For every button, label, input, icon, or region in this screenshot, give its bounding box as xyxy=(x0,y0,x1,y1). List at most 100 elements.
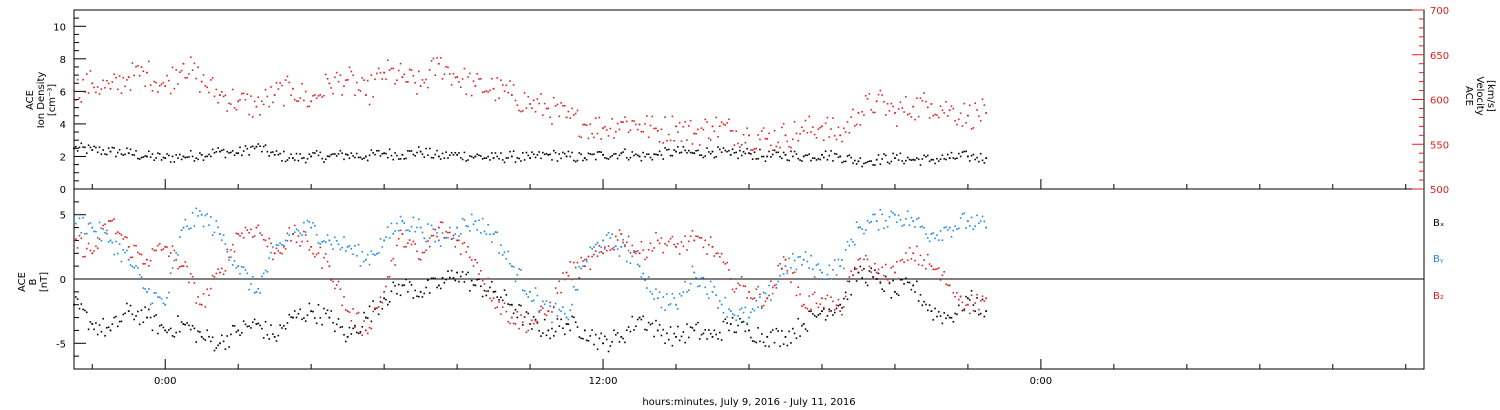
bz-point xyxy=(343,295,345,298)
velocity-point xyxy=(377,67,380,70)
bz-point xyxy=(480,269,482,272)
bx-point xyxy=(957,304,960,307)
velocity-point xyxy=(883,100,885,103)
by-point xyxy=(383,239,386,242)
bx-point xyxy=(228,346,230,348)
by-point xyxy=(593,246,595,248)
bz-point xyxy=(770,280,772,283)
by-point xyxy=(832,268,834,271)
velocity-point xyxy=(573,114,575,116)
density-point xyxy=(456,153,459,156)
bz-point xyxy=(104,223,106,226)
by-point xyxy=(284,239,287,242)
density-point xyxy=(191,155,194,158)
bz-point xyxy=(184,261,187,263)
by-point xyxy=(735,319,738,321)
field-tick-label: 5 xyxy=(60,211,66,222)
bz-point xyxy=(682,245,685,248)
by-point xyxy=(720,303,723,306)
density-point xyxy=(441,152,444,155)
bx-point xyxy=(388,301,391,303)
density-point xyxy=(545,152,548,155)
velocity-point xyxy=(615,130,617,133)
density-point xyxy=(149,156,152,158)
bx-point xyxy=(96,333,99,336)
bz-point xyxy=(115,232,117,235)
bz-point xyxy=(844,295,847,298)
bx-point xyxy=(596,348,599,351)
bx-point xyxy=(624,341,626,344)
density-point xyxy=(403,158,406,160)
legend-bz: B₂ xyxy=(1433,291,1444,302)
bx-point xyxy=(826,315,829,317)
velocity-point xyxy=(157,91,159,93)
bx-point xyxy=(377,313,380,316)
bz-point xyxy=(863,258,865,261)
by-point xyxy=(804,251,807,253)
bx-point xyxy=(461,271,464,273)
bx-point xyxy=(635,325,637,328)
bz-point xyxy=(158,243,161,245)
velocity-point xyxy=(246,93,249,96)
velocity-point xyxy=(343,85,345,87)
velocity-point xyxy=(354,94,356,97)
density-point xyxy=(343,158,345,161)
by-point xyxy=(631,255,634,258)
bz-point xyxy=(494,307,497,309)
density-point xyxy=(261,150,263,153)
velocity-point xyxy=(417,70,420,73)
velocity-point xyxy=(934,113,936,116)
bz-point xyxy=(182,265,185,268)
bx-point xyxy=(261,327,263,330)
by-point xyxy=(848,244,851,247)
velocity-point xyxy=(253,100,256,103)
by-point xyxy=(461,217,464,220)
density-point xyxy=(144,155,146,157)
velocity-point xyxy=(281,84,283,87)
bz-point xyxy=(171,245,174,248)
by-point xyxy=(489,233,491,236)
density-point xyxy=(213,151,216,154)
bx-point xyxy=(84,309,86,312)
density-point xyxy=(388,148,391,151)
bz-point xyxy=(242,236,245,239)
bx-point xyxy=(157,332,159,335)
by-point xyxy=(923,227,925,229)
by-point xyxy=(434,240,437,243)
bz-point xyxy=(419,258,422,261)
velocity-point xyxy=(445,65,447,68)
bx-point xyxy=(432,277,435,280)
density-point xyxy=(914,159,916,161)
velocity-point xyxy=(189,56,192,59)
density-point xyxy=(877,154,880,156)
bz-point xyxy=(244,226,247,229)
density-point xyxy=(231,150,234,152)
density-point xyxy=(868,160,871,163)
by-point xyxy=(270,251,272,254)
bx-point xyxy=(983,315,986,318)
by-point xyxy=(596,241,599,244)
velocity-point xyxy=(403,73,406,76)
velocity-point xyxy=(821,125,823,128)
density-point xyxy=(430,156,433,159)
bz-point xyxy=(310,245,313,248)
bz-point xyxy=(689,235,692,238)
density-point xyxy=(928,160,931,163)
bz-point xyxy=(695,235,697,237)
density-point xyxy=(226,150,229,153)
velocity-point xyxy=(812,126,814,129)
bx-point xyxy=(686,323,688,326)
bz-point xyxy=(230,249,232,251)
by-point xyxy=(137,267,139,269)
density-point xyxy=(275,150,278,152)
bz-point xyxy=(354,326,356,329)
by-point xyxy=(304,231,307,233)
by-point xyxy=(345,250,347,252)
by-point xyxy=(616,248,619,250)
density-point xyxy=(310,155,313,158)
bz-point xyxy=(124,236,126,238)
density-point xyxy=(830,150,832,152)
density-point xyxy=(279,152,281,155)
velocity-point xyxy=(230,103,232,105)
bz-point xyxy=(753,297,756,299)
